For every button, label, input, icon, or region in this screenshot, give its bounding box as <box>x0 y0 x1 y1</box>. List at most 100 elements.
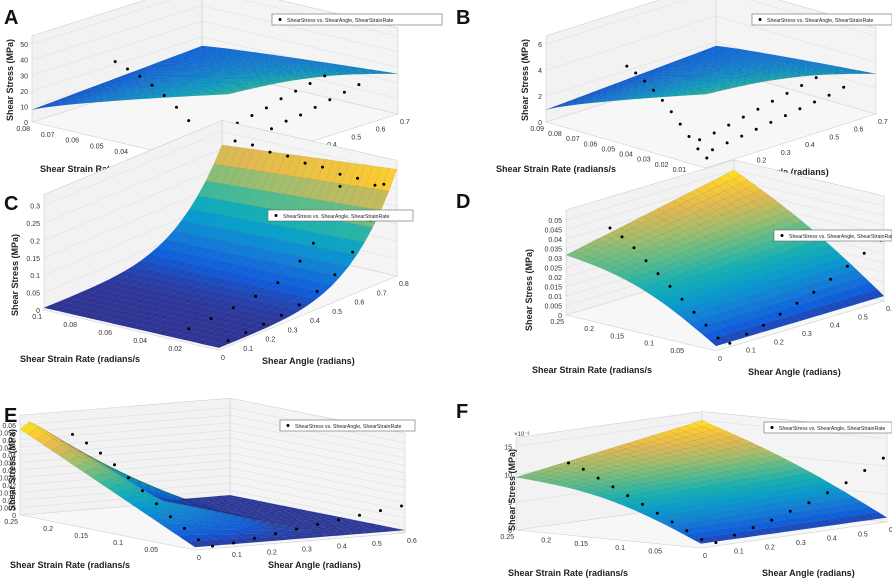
data-point <box>845 264 849 268</box>
surface-patch <box>267 304 285 312</box>
surface-patch <box>694 83 710 86</box>
surface-patch <box>673 79 689 83</box>
surface-patch <box>203 314 221 321</box>
surface-patch <box>635 87 651 91</box>
surface-patch <box>101 472 119 481</box>
data-point <box>183 526 186 530</box>
surface-patch <box>572 253 588 261</box>
surface-patch <box>745 262 762 271</box>
surface-patch <box>797 260 813 270</box>
z-tick-label: 0.015 <box>544 285 562 292</box>
surface-patch <box>652 73 668 77</box>
x-axis: 0.25 0.2 0.15 0.1 0.05 <box>500 534 662 555</box>
surface-patch <box>235 297 253 305</box>
surface-patch <box>659 251 675 260</box>
surface-patch <box>683 527 702 534</box>
surface-patch <box>642 435 661 442</box>
data-point <box>798 107 802 111</box>
y-tick-label: 0.5 <box>858 314 868 321</box>
surface-patch <box>668 296 684 305</box>
surface-patch <box>678 88 694 92</box>
y-axis-label: Shear Angle (radians) <box>262 356 355 366</box>
z-tick-label: 0 <box>24 120 28 127</box>
data-point <box>705 156 709 160</box>
y-tick-label: 0.8 <box>399 281 409 288</box>
surface-patch <box>635 85 652 89</box>
surface-patch <box>67 294 85 300</box>
surface-patch <box>658 457 677 464</box>
surface-patch <box>726 515 744 522</box>
surface-patch <box>633 281 649 289</box>
surface-patch <box>667 71 683 74</box>
surface-patch <box>656 272 672 281</box>
surface-patch <box>176 68 194 72</box>
data-point <box>862 251 866 255</box>
surface-patch <box>259 315 277 322</box>
surface-patch <box>284 276 301 286</box>
surface-patch <box>608 470 627 476</box>
y-tick-label: 0.3 <box>781 150 791 157</box>
data-point <box>788 509 792 513</box>
z-axis-label: Shear Stress (MPa) <box>10 234 20 316</box>
surface-patch <box>700 502 719 508</box>
surface-patch <box>147 63 165 67</box>
surface-patch <box>810 483 829 491</box>
data-point <box>687 135 691 138</box>
surface-patch <box>684 428 703 436</box>
surface-patch <box>131 324 148 330</box>
surface-patch <box>108 275 126 282</box>
surface-patch <box>751 493 770 500</box>
data-point <box>400 504 403 508</box>
data-point <box>581 467 585 471</box>
surface-patch <box>211 310 229 317</box>
panel-f: F 0 5 10 15×10⁻³ 0.25 0.2 0.15 0.1 0.05 0 0.1 0.2 0.3… <box>456 401 892 578</box>
surface-patch <box>515 474 533 479</box>
data-point <box>187 327 191 331</box>
x-tick-label: 0.1 <box>113 540 123 547</box>
surface-patch <box>726 440 745 448</box>
surface-patch <box>606 88 622 93</box>
surface-patch <box>751 464 770 471</box>
surface-patch <box>625 456 644 462</box>
surface-patch <box>650 261 666 270</box>
surface-patch <box>267 290 285 299</box>
data-point <box>99 451 102 455</box>
surface-patch <box>147 317 165 324</box>
surface-patch <box>135 90 153 94</box>
surface-patch <box>782 266 798 275</box>
surface-patch <box>676 231 692 239</box>
surface-patch <box>813 247 829 257</box>
surface-patch <box>695 251 711 259</box>
surface-patch <box>684 462 703 468</box>
surface-patch <box>226 330 244 337</box>
surface-patch <box>734 467 753 474</box>
x-tick-label: 0.03 <box>637 157 651 164</box>
surface-patch <box>237 204 254 220</box>
surface-patch <box>83 302 101 309</box>
surface-patch <box>658 478 677 484</box>
surface-patch <box>726 521 744 528</box>
y-tick-label: 0.4 <box>805 142 815 149</box>
surface-patch <box>718 465 736 472</box>
y-axis: 0 0.1 0.2 0.3 0.4 0.5 0.6 <box>718 306 892 363</box>
surface-patch <box>700 536 719 543</box>
surface-patch <box>263 521 281 526</box>
surface-patch <box>734 513 753 521</box>
surface-patch <box>680 77 697 81</box>
x-tick-label: 0.2 <box>584 326 594 333</box>
surface-patch <box>780 62 796 66</box>
x-tick-label: 0.08 <box>16 126 30 133</box>
surface-patch <box>575 101 591 105</box>
surface-patch <box>654 294 670 303</box>
surface-patch <box>235 290 253 298</box>
surface-patch <box>650 459 669 466</box>
surface-patch <box>665 83 681 87</box>
surface-patch <box>132 68 150 73</box>
surface-patch <box>673 77 689 81</box>
data-point <box>321 165 324 169</box>
surface-patch <box>321 66 339 69</box>
surface-patch <box>282 535 301 540</box>
surface-patch <box>649 208 665 217</box>
x-tick-label: 0.08 <box>548 131 562 138</box>
surface-patch <box>665 81 681 85</box>
